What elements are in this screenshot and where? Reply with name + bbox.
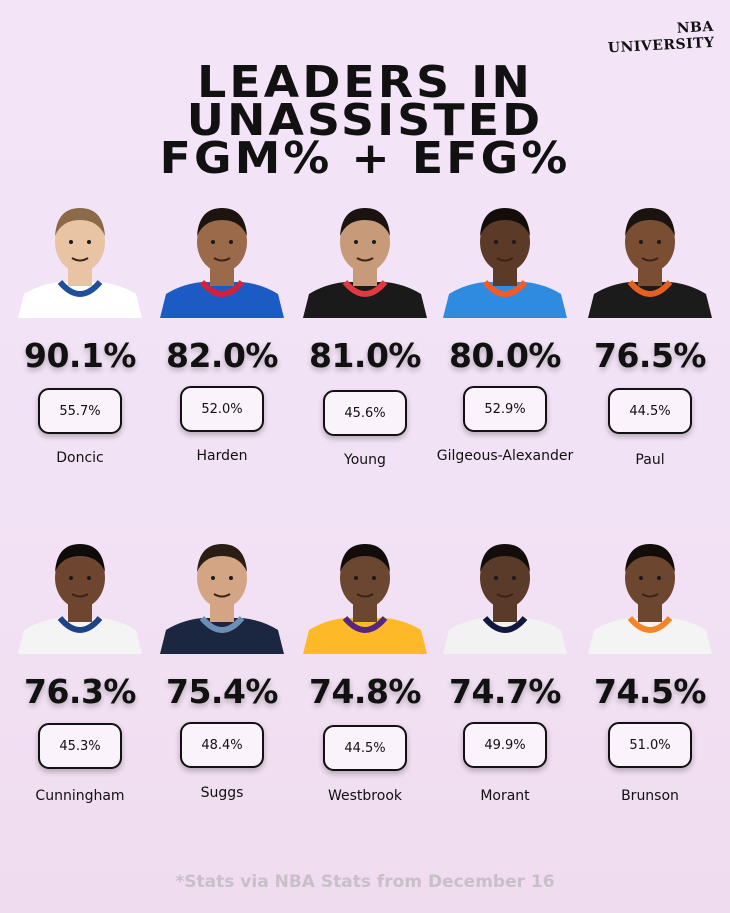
player-photo <box>295 534 435 654</box>
efg-value: 48.4% <box>201 737 243 753</box>
player-card: 80.0% 52.9% Gilgeous-Alexander <box>435 198 575 488</box>
player-name: Young <box>344 452 386 468</box>
player-card: 75.4% 48.4% Suggs <box>152 534 292 824</box>
player-photo <box>435 534 575 654</box>
unassisted-fgm-value: 80.0% <box>449 336 562 375</box>
stats-footnote: *Stats via NBA Stats from December 16 <box>175 872 555 892</box>
efg-badge: 44.5% <box>608 388 692 434</box>
efg-value: 44.5% <box>344 740 386 756</box>
unassisted-fgm-value: 76.3% <box>24 672 137 711</box>
efg-value: 45.6% <box>344 405 386 421</box>
unassisted-fgm-value: 90.1% <box>24 336 137 375</box>
efg-value: 52.9% <box>484 401 526 417</box>
efg-badge: 48.4% <box>180 722 264 768</box>
unassisted-fgm-value: 81.0% <box>309 336 422 375</box>
player-photo <box>580 198 720 318</box>
efg-badge: 52.9% <box>463 386 547 432</box>
player-card: 74.8% 44.5% Westbrook <box>295 534 435 824</box>
player-name: Doncic <box>56 450 104 466</box>
player-card: 74.5% 51.0% Brunson <box>580 534 720 824</box>
efg-badge: 45.3% <box>38 723 122 769</box>
unassisted-fgm-value: 74.8% <box>309 672 422 711</box>
unassisted-fgm-value: 76.5% <box>594 336 707 375</box>
player-name: Harden <box>196 448 248 464</box>
efg-badge: 49.9% <box>463 722 547 768</box>
player-photo <box>10 198 150 318</box>
player-card: 76.5% 44.5% Paul <box>580 198 720 488</box>
efg-value: 55.7% <box>59 403 101 419</box>
page-title: LEADERS IN UNASSISTED FGM% + EFG% <box>0 57 730 184</box>
efg-badge: 51.0% <box>608 722 692 768</box>
unassisted-fgm-value: 75.4% <box>166 672 279 711</box>
title-line: UNASSISTED <box>186 95 544 146</box>
efg-value: 45.3% <box>59 738 101 754</box>
player-name: Morant <box>480 788 530 804</box>
player-card: 76.3% 45.3% Cunningham <box>10 534 150 824</box>
player-photo <box>580 534 720 654</box>
player-name: Brunson <box>621 788 679 804</box>
player-photo <box>152 534 292 654</box>
efg-badge: 44.5% <box>323 725 407 771</box>
player-photo <box>295 198 435 318</box>
player-name: Westbrook <box>328 788 402 804</box>
title-line: FGM% + EFG% <box>159 133 571 184</box>
brand-logo: NBA UNIVERSITY <box>607 18 716 57</box>
title-line: LEADERS IN <box>197 57 533 108</box>
player-photo <box>10 534 150 654</box>
player-name: Gilgeous-Alexander <box>436 448 574 464</box>
unassisted-fgm-value: 74.7% <box>449 672 562 711</box>
efg-value: 51.0% <box>629 737 671 753</box>
efg-value: 44.5% <box>629 403 671 419</box>
player-name: Paul <box>635 452 665 468</box>
player-photo <box>152 198 292 318</box>
player-card: 74.7% 49.9% Morant <box>435 534 575 824</box>
player-name: Cunningham <box>35 788 125 804</box>
unassisted-fgm-value: 74.5% <box>594 672 707 711</box>
player-card: 90.1% 55.7% Doncic <box>10 198 150 488</box>
player-name: Suggs <box>200 785 244 801</box>
efg-badge: 45.6% <box>323 390 407 436</box>
efg-value: 49.9% <box>484 737 526 753</box>
unassisted-fgm-value: 82.0% <box>166 336 279 375</box>
efg-badge: 55.7% <box>38 388 122 434</box>
player-card: 82.0% 52.0% Harden <box>152 198 292 488</box>
efg-value: 52.0% <box>201 401 243 417</box>
player-photo <box>435 198 575 318</box>
efg-badge: 52.0% <box>180 386 264 432</box>
player-card: 81.0% 45.6% Young <box>295 198 435 488</box>
